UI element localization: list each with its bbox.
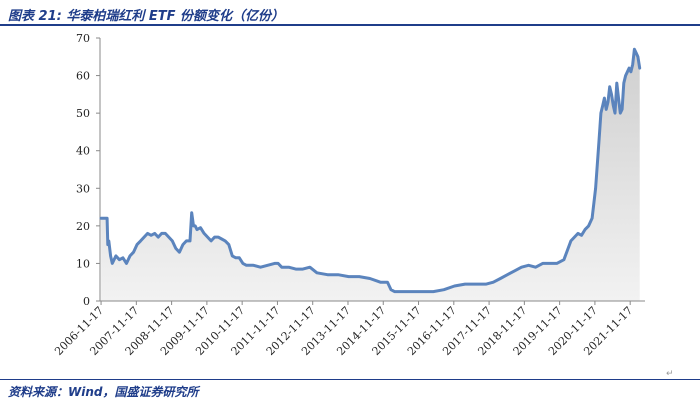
y-tick-label: 60 (76, 70, 90, 83)
chart-area: 0102030405060702006-11-172007-11-172008-… (52, 32, 674, 379)
series-line (99, 47, 642, 294)
y-tick-label: 70 (76, 32, 90, 45)
axes-layer: 0102030405060702006-11-172007-11-172008-… (52, 32, 645, 358)
paragraph-mark: ↵ (666, 369, 674, 379)
y-tick-label: 40 (76, 145, 90, 158)
footer-rule (0, 379, 700, 380)
y-tick-label: 30 (76, 182, 90, 195)
area-fill-layer (101, 49, 640, 301)
chart-title: 图表 21: 华泰柏瑞红利 ETF 份额变化（亿份） (8, 9, 285, 24)
y-tick-label: 50 (76, 107, 90, 120)
y-tick-label: 0 (83, 295, 90, 308)
source-note: 资料来源：Wind，国盛证券研究所 (8, 385, 199, 399)
header-rule (0, 24, 700, 26)
series-area-fill (101, 49, 640, 301)
y-tick-label: 10 (76, 257, 90, 270)
series-line-layer (99, 47, 642, 294)
y-tick-label: 20 (76, 220, 90, 233)
